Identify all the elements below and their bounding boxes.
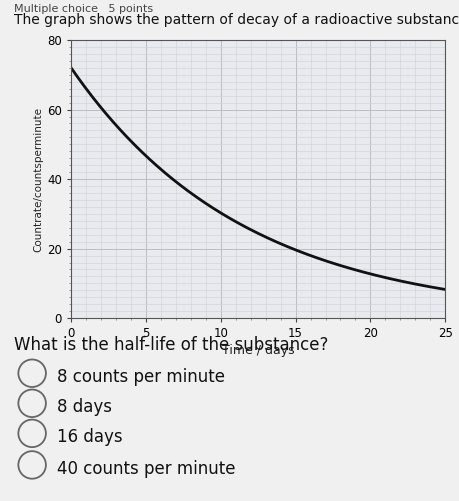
Text: 16 days: 16 days (57, 428, 123, 446)
Text: The graph shows the pattern of decay of a radioactive substance:: The graph shows the pattern of decay of … (14, 13, 459, 27)
Text: 8 days: 8 days (57, 398, 112, 416)
Y-axis label: Countrate/countsperminute: Countrate/countsperminute (33, 107, 43, 252)
Text: Multiple choice   5 points: Multiple choice 5 points (14, 4, 153, 14)
Text: 40 counts per minute: 40 counts per minute (57, 460, 236, 478)
X-axis label: Time / days: Time / days (222, 344, 295, 357)
Text: What is the half-life of the substance?: What is the half-life of the substance? (14, 336, 328, 354)
Text: 8 counts per minute: 8 counts per minute (57, 368, 225, 386)
